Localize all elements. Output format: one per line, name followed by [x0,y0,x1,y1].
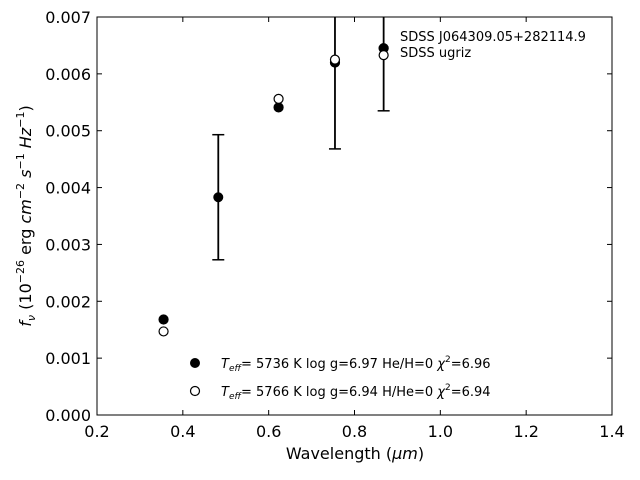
object-name-annotation: SDSS J064309.05+282114.9 [400,30,586,45]
legend-open-label: Teff= 5766 K log g=6.94 H/He=0 χ2=6.94 [221,383,491,402]
filled-model-point [273,102,284,113]
x-tick-label: 0.6 [256,422,281,441]
filled-model-point [158,314,169,325]
x-tick-label: 1.2 [513,422,538,441]
y-axis-ticks: 0.000 0.001 0.002 0.003 0.004 0.005 0.006 0.007 [45,8,612,425]
y-tick-label: 0.006 [45,65,91,84]
open-model-point [273,93,284,104]
open-model-point [378,49,389,61]
y-tick-label: 0.002 [45,292,91,311]
x-tick-label: 0.8 [342,422,367,441]
legend-filled-marker [190,358,200,368]
x-tick-label: 1.4 [599,422,624,441]
y-axis-label: fν (10−26 erg cm−2 s−1 Hz−1) [14,105,38,326]
legend: Teff= 5736 K log g=6.97 He/H=0 χ2=6.96 T… [189,355,491,402]
legend-filled-label: Teff= 5736 K log g=6.97 He/H=0 χ2=6.96 [221,355,491,374]
y-tick-label: 0.001 [45,349,91,368]
error-bars [212,17,390,261]
data-markers [158,43,389,337]
y-tick-label: 0.004 [45,179,91,198]
x-tick-label: 0.4 [170,422,195,441]
legend-open-marker [189,385,201,397]
x-tick-label: 1.0 [428,422,453,441]
open-model-point [329,54,341,65]
observed-point [213,192,224,203]
open-model-point [158,326,169,337]
y-tick-label: 0.007 [45,8,91,27]
y-tick-label: 0.003 [45,235,91,254]
y-tick-label: 0.000 [45,406,91,425]
x-axis-ticks: 0.2 0.4 0.6 0.8 1.0 1.2 1.4 [84,17,625,441]
survey-annotation: SDSS ugriz [400,46,471,61]
x-axis-label: Wavelength (μm) [286,444,424,463]
x-tick-label: 0.2 [84,422,109,441]
plot-frame [96,16,613,416]
y-tick-label: 0.005 [45,122,91,141]
